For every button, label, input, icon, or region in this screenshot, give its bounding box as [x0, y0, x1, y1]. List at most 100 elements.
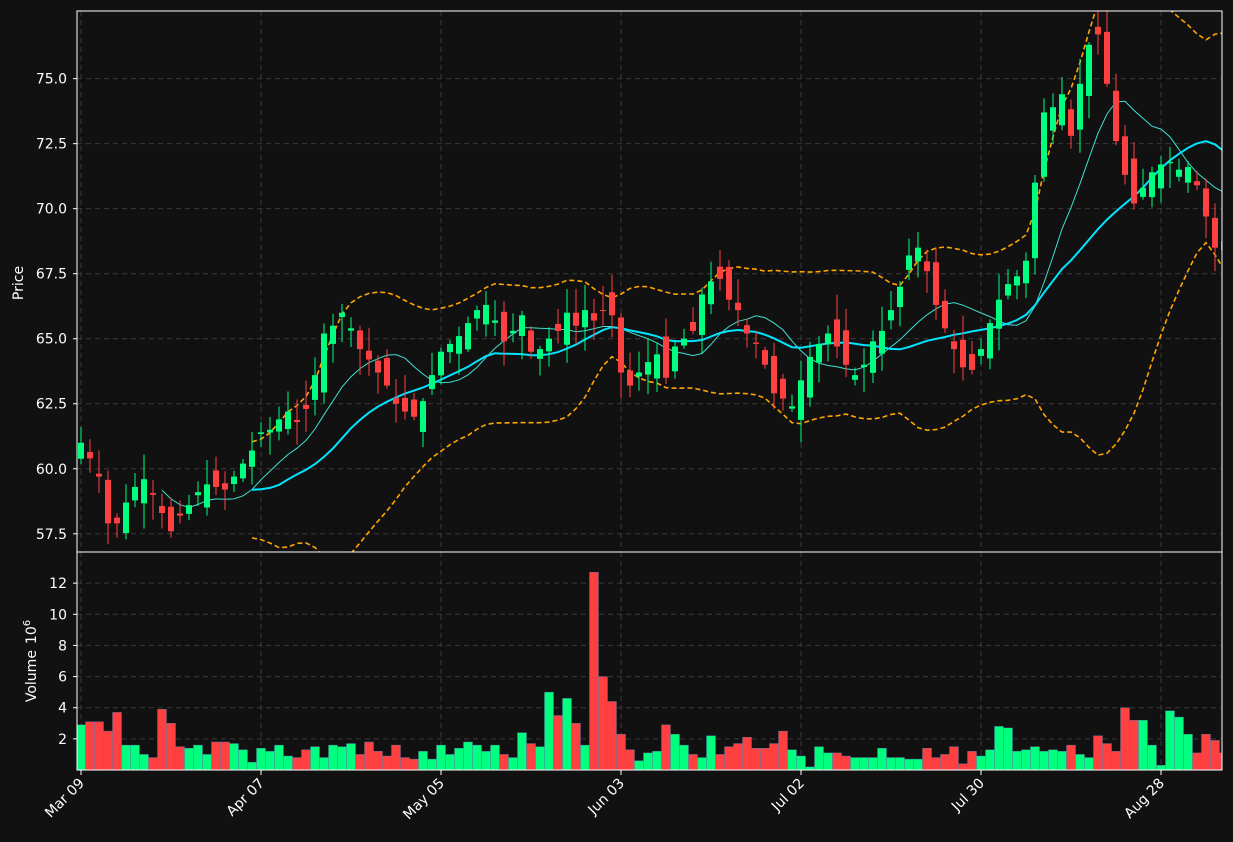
volume-bar: [1093, 735, 1103, 770]
price-y-ticks: 57.5 60.0 62.5 65.0 67.5 70.0 72.5 75.0: [36, 72, 77, 543]
candle: [339, 303, 345, 343]
candle: [195, 481, 201, 507]
volume-axis-label: Volume 106: [22, 620, 40, 702]
candle-body: [1158, 164, 1164, 189]
candle: [1149, 166, 1155, 208]
candle: [753, 330, 759, 359]
candle-body: [501, 311, 507, 342]
candle: [150, 479, 156, 520]
candle-body: [951, 341, 957, 350]
candle: [312, 357, 318, 416]
candle-body: [357, 330, 363, 350]
ma-slow-line: [251, 140, 1222, 491]
volume-bar: [661, 724, 671, 770]
volume-bar: [760, 748, 770, 770]
candle: [654, 343, 660, 392]
candle-body: [249, 450, 255, 467]
volume-bar: [148, 757, 158, 770]
volume-bar: [931, 757, 941, 770]
volume-tick-label: 2: [58, 732, 67, 748]
candle-body: [1068, 109, 1074, 136]
candle-body: [204, 484, 210, 508]
volume-bar: [859, 757, 869, 770]
volume-bar: [796, 755, 806, 770]
price-axis-label: Price: [11, 266, 27, 300]
volume-bar: [238, 749, 248, 770]
candle-body: [141, 479, 147, 504]
volume-bar: [382, 755, 392, 770]
candle-body: [402, 397, 408, 412]
candle: [474, 305, 480, 331]
candle-body: [285, 411, 291, 429]
candle-body: [1149, 172, 1155, 198]
candle: [168, 497, 174, 538]
volume-bar: [1219, 752, 1222, 770]
candle-body: [537, 349, 543, 359]
volume-bar: [814, 746, 824, 770]
candle: [762, 346, 768, 369]
volume-bar: [823, 752, 833, 770]
candle-body: [1032, 182, 1038, 259]
candle: [447, 339, 453, 364]
volume-y-ticks: 2 4 6 8 10 12: [49, 576, 77, 748]
candle-body: [483, 304, 489, 325]
volume-bar: [904, 758, 914, 770]
candle: [555, 308, 561, 344]
candle: [1095, 11, 1101, 55]
candle-body: [726, 266, 732, 300]
candle-body: [699, 294, 705, 335]
candle-body: [393, 398, 399, 404]
volume-bar: [526, 743, 536, 770]
volume-bar: [886, 757, 896, 770]
candle: [510, 313, 516, 343]
price-tick-label: 67.5: [36, 267, 67, 283]
candle-body: [123, 502, 129, 534]
candle-body: [1005, 284, 1011, 296]
bollinger-upper-line: [251, 11, 1222, 443]
volume-bar: [481, 751, 491, 770]
candle-body: [915, 247, 921, 262]
bollinger-lower-line: [251, 241, 1222, 552]
candle-body: [591, 313, 597, 321]
candle-body: [1212, 217, 1218, 248]
volume-bar: [940, 754, 950, 770]
volume-bar: [688, 754, 698, 770]
candle-body: [168, 506, 174, 532]
volume-bar: [715, 754, 725, 770]
candle: [591, 298, 597, 340]
volume-bar: [742, 737, 752, 770]
candle-body: [807, 356, 813, 398]
volume-panel-frame: [76, 551, 1223, 771]
volume-bar: [85, 721, 95, 770]
candle-body: [159, 506, 165, 513]
ma-fast-line: [161, 100, 1222, 509]
candle: [483, 291, 489, 337]
candle: [1104, 11, 1110, 87]
volume-bar: [409, 758, 419, 770]
volume-bar: [1147, 744, 1157, 770]
candle-body: [240, 463, 246, 479]
candle-body: [798, 380, 804, 420]
volume-exponent-power: 6: [22, 620, 33, 626]
volume-exponent-base: 10: [24, 626, 40, 644]
volume-bar: [94, 721, 104, 770]
candle-body: [447, 343, 453, 353]
candle: [501, 301, 507, 366]
candle-body: [780, 378, 786, 399]
candle-body: [573, 312, 579, 326]
candle-body: [942, 300, 948, 329]
candle-body: [267, 429, 273, 433]
candle-body: [177, 513, 183, 516]
candle: [690, 307, 696, 335]
candle: [411, 392, 417, 421]
candle-body: [1041, 112, 1047, 177]
candle: [735, 279, 741, 327]
candle: [1122, 125, 1128, 185]
candle-body: [771, 355, 777, 394]
candle: [186, 494, 192, 521]
candle-body: [645, 362, 651, 375]
candle-body: [1194, 181, 1200, 186]
candle-body: [789, 406, 795, 409]
candle-body: [528, 330, 534, 352]
volume-bar: [1120, 707, 1130, 770]
